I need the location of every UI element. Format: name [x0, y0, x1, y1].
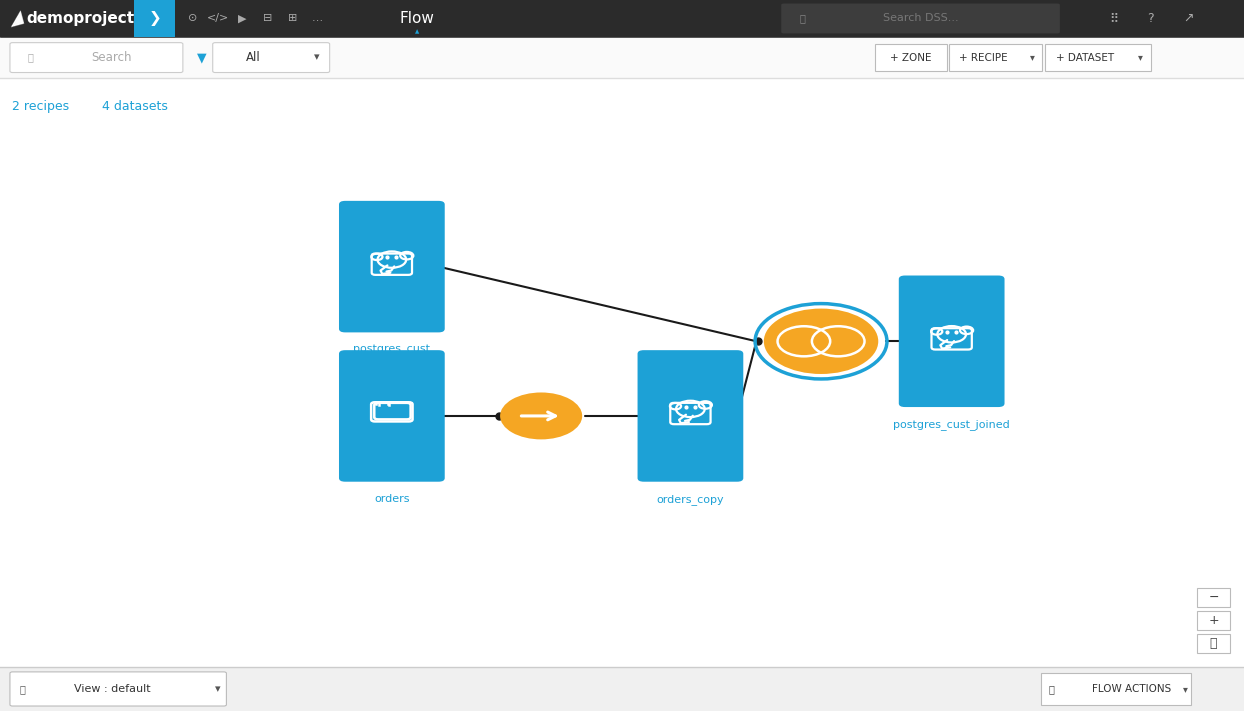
Text: orders: orders — [374, 493, 409, 504]
Text: ⠿: ⠿ — [1108, 12, 1118, 25]
Text: + DATASET: + DATASET — [1056, 53, 1115, 63]
Text: Search: Search — [92, 51, 132, 64]
Text: </>: </> — [207, 14, 229, 23]
FancyBboxPatch shape — [875, 44, 947, 71]
FancyBboxPatch shape — [949, 44, 1042, 71]
FancyBboxPatch shape — [0, 0, 1244, 37]
Text: + ZONE: + ZONE — [889, 53, 932, 63]
Text: 👁: 👁 — [20, 684, 26, 694]
Text: 🔧: 🔧 — [1049, 684, 1055, 694]
FancyBboxPatch shape — [213, 43, 330, 73]
Text: ?: ? — [1147, 12, 1154, 25]
Text: ▶: ▶ — [239, 14, 246, 23]
Circle shape — [500, 392, 582, 439]
FancyBboxPatch shape — [1197, 634, 1230, 653]
Text: demoproject: demoproject — [27, 11, 134, 26]
FancyBboxPatch shape — [10, 43, 183, 73]
FancyBboxPatch shape — [10, 672, 226, 706]
FancyBboxPatch shape — [1197, 611, 1230, 630]
Text: ⊟: ⊟ — [262, 14, 272, 23]
Text: ▾: ▾ — [1138, 53, 1143, 63]
Text: ↗: ↗ — [1183, 12, 1193, 25]
FancyBboxPatch shape — [134, 0, 175, 37]
Text: 🔍: 🔍 — [800, 14, 806, 23]
Text: ⊙: ⊙ — [188, 14, 198, 23]
Text: orders_copy: orders_copy — [657, 493, 724, 505]
Text: ▲: ▲ — [414, 29, 419, 34]
FancyBboxPatch shape — [0, 667, 1244, 711]
Text: All: All — [246, 51, 261, 64]
Text: ▾: ▾ — [1030, 53, 1035, 63]
Circle shape — [764, 309, 878, 374]
Text: −: − — [1208, 591, 1219, 604]
Text: ▾: ▾ — [315, 53, 320, 63]
FancyBboxPatch shape — [1045, 44, 1151, 71]
FancyBboxPatch shape — [898, 275, 1005, 407]
FancyBboxPatch shape — [338, 350, 445, 482]
Text: ◢: ◢ — [7, 8, 25, 29]
FancyBboxPatch shape — [781, 4, 1060, 33]
Text: 2 recipes: 2 recipes — [12, 100, 70, 113]
Text: ▾: ▾ — [1183, 684, 1188, 694]
FancyBboxPatch shape — [1041, 673, 1191, 705]
FancyBboxPatch shape — [638, 350, 744, 482]
Text: ❯: ❯ — [148, 11, 162, 26]
Text: ⊞: ⊞ — [287, 14, 297, 23]
Text: ▾: ▾ — [215, 684, 220, 694]
Text: View : default: View : default — [73, 684, 151, 694]
Text: +: + — [1208, 614, 1219, 627]
Text: ▼: ▼ — [197, 51, 207, 64]
Text: ⤢: ⤢ — [1209, 636, 1218, 650]
Text: 4 datasets: 4 datasets — [102, 100, 168, 113]
Text: 🔍: 🔍 — [27, 53, 34, 63]
Text: Flow: Flow — [399, 11, 434, 26]
FancyBboxPatch shape — [338, 201, 445, 333]
Text: …: … — [312, 14, 322, 23]
FancyBboxPatch shape — [0, 37, 1244, 78]
Text: postgres_cust: postgres_cust — [353, 345, 430, 355]
FancyBboxPatch shape — [1197, 588, 1230, 607]
Text: Search DSS...: Search DSS... — [883, 14, 958, 23]
Text: FLOW ACTIONS: FLOW ACTIONS — [1092, 684, 1172, 694]
Text: + RECIPE: + RECIPE — [959, 53, 1008, 63]
Text: postgres_cust_joined: postgres_cust_joined — [893, 419, 1010, 430]
